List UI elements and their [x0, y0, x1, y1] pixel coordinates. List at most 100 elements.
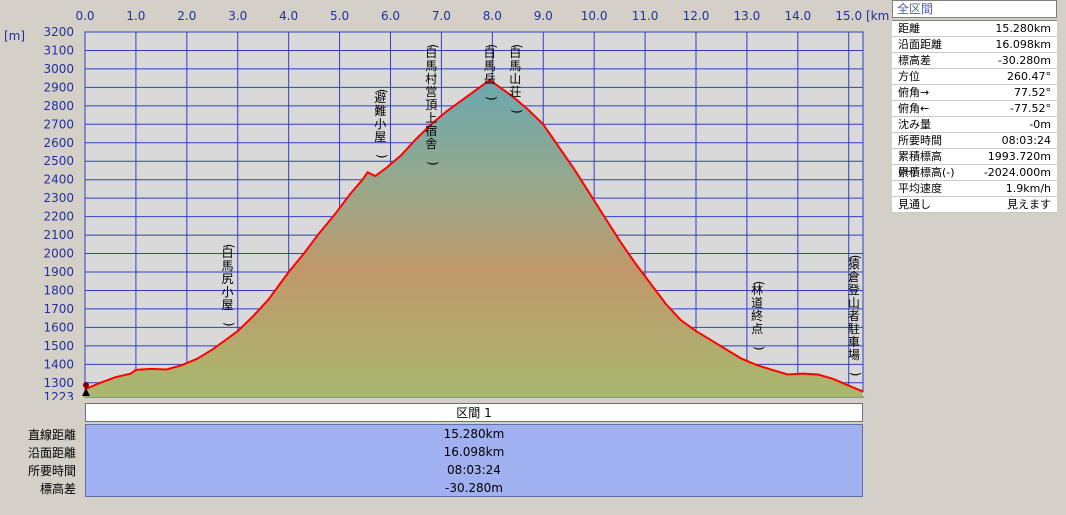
x-tick-label: 0.0	[75, 9, 94, 23]
stats-row: 標高差 -30.280m	[892, 53, 1057, 69]
waypoint-label: (白馬尻小屋)	[222, 244, 237, 327]
x-tick-label: 13.0	[734, 9, 761, 23]
stats-row: 方位 260.47°	[892, 69, 1057, 85]
x-tick-label: 14.0	[784, 9, 811, 23]
elevation-line	[84, 78, 864, 393]
y-unit-label: [m]	[4, 29, 25, 43]
stats-label: 累積標高(-)	[898, 166, 955, 179]
y-tick-label: 2300	[43, 191, 74, 205]
x-tick-label: 4.0	[279, 9, 298, 23]
section-header: 区間 1	[85, 403, 863, 422]
terrain-fill	[85, 80, 863, 397]
stats-value: 1.9km/h	[1005, 182, 1051, 195]
x-tick-label: 12.0	[683, 9, 710, 23]
y-tick-label: 1400	[43, 357, 74, 371]
waypoint-label: (猿倉登山者駐車場)	[848, 255, 863, 377]
y-tick-label: 2600	[43, 136, 74, 150]
stats-row: 累積標高(+) 1993.720m	[892, 149, 1057, 178]
y-tick-label: 2800	[43, 99, 74, 113]
y-tick-label: 1223	[43, 390, 74, 400]
section-labels: 直線距離沿面距離所要時間標高差	[0, 426, 80, 498]
y-tick-label: 1700	[43, 302, 74, 316]
y-tick-label: 2100	[43, 228, 74, 242]
stats-table: 距離 15.280km 沿面距離 16.098km 標高差 -30.280m 方位 260.4…	[892, 20, 1057, 213]
stats-label: 累積標高(+)	[898, 150, 942, 178]
section-values: 15.280km 16.098km 08:03:24 -30.280m	[85, 424, 863, 497]
waypoint-label: (避難小屋)	[374, 89, 389, 159]
x-tick-label: 1.0	[126, 9, 145, 23]
y-tick-label: 1900	[43, 265, 74, 279]
stats-value: 260.47°	[1007, 70, 1051, 83]
waypoint-label: (白馬岳)	[484, 44, 499, 101]
y-tick-label: 2900	[43, 80, 74, 94]
section-label: 標高差	[39, 482, 76, 496]
x-axis-ticks: 0.0 1.0 2.0 3.0 4.0 5.0 6.0 7.0 8.0 9.0 10.0 11.0 12…	[75, 9, 862, 23]
elevation-profile-chart: 0.0 1.0 2.0 3.0 4.0 5.0 6.0 7.0 8.0 9.0 10.0 11.0 12…	[4, 9, 890, 400]
x-tick-label: 6.0	[381, 9, 400, 23]
section-value: 16.098km	[443, 445, 505, 459]
stats-row: 俯角→ 77.52°	[892, 85, 1057, 101]
stats-value: 16.098km	[995, 38, 1051, 51]
x-tick-label: 15.0	[835, 9, 862, 23]
y-tick-label: 3000	[43, 62, 74, 76]
stats-label: 標高差	[898, 54, 931, 67]
stats-label: 距離	[898, 22, 920, 35]
section-value: 15.280km	[443, 427, 505, 441]
stats-value: 08:03:24	[1001, 134, 1051, 147]
stats-row: 距離 15.280km	[892, 21, 1057, 37]
stats-label: 平均速度	[898, 182, 942, 195]
stats-title: 全区間	[892, 0, 1057, 18]
y-tick-label: 1600	[43, 320, 74, 334]
stats-value: -0m	[1029, 118, 1051, 131]
stats-row: 沿面距離 16.098km	[892, 37, 1057, 53]
stats-value: -30.280m	[997, 54, 1051, 67]
stats-panel: 全区間 距離 15.280km 沿面距離 16.098km 標高差 -30.280m 方位 2…	[892, 0, 1057, 213]
stats-row: 俯角← -77.52°	[892, 101, 1057, 117]
stats-value: -77.52°	[1010, 102, 1051, 115]
section-value: -30.280m	[444, 481, 503, 495]
y-axis-ticks: 3200 3100 3000 2900 2800 2700 2600 2500 2400 2300…	[43, 25, 74, 400]
waypoint-label: (白馬山荘)	[509, 44, 524, 114]
x-tick-label: 7.0	[432, 9, 451, 23]
section-value: 08:03:24	[447, 463, 501, 477]
y-tick-label: 2500	[43, 154, 74, 168]
y-tick-label: 3100	[43, 43, 74, 57]
stats-label: 沈み量	[898, 118, 931, 131]
y-tick-label: 2700	[43, 117, 74, 131]
stats-value: 1993.720m	[987, 150, 1051, 163]
stats-row: 平均速度 1.9km/h	[892, 181, 1057, 197]
stats-label: 方位	[898, 70, 920, 83]
stats-row: 所要時間 08:03:24	[892, 133, 1057, 149]
stats-label: 俯角→	[898, 86, 930, 99]
stats-row: 累積標高(-) -2024.000m	[892, 165, 1057, 181]
section-label: 所要時間	[27, 464, 76, 478]
start-marker	[82, 382, 90, 396]
y-tick-label: 1800	[43, 283, 74, 297]
y-tick-label: 2200	[43, 210, 74, 224]
section-label: 沿面距離	[27, 446, 76, 460]
x-unit-label: [km]	[866, 9, 890, 23]
x-tick-label: 5.0	[330, 9, 349, 23]
waypoint-label: (林道終点)	[751, 281, 766, 351]
stats-label: 俯角←	[898, 102, 930, 115]
stats-row: 沈み量 -0m	[892, 117, 1057, 133]
y-tick-label: 2000	[43, 247, 74, 261]
y-tick-label: 2400	[43, 173, 74, 187]
x-tick-label: 3.0	[228, 9, 247, 23]
stats-value: 見えます	[1007, 198, 1051, 211]
x-tick-label: 9.0	[534, 9, 553, 23]
x-tick-label: 2.0	[177, 9, 196, 23]
stats-row: 見通し 見えます	[892, 197, 1057, 213]
stats-value: 77.52°	[1014, 86, 1051, 99]
waypoint-annotations: (白馬尻小屋) (避難小屋) (白馬村営頂上宿舎) (白馬岳) (白馬山荘) (林道終点)…	[222, 44, 863, 376]
section-label: 直線距離	[27, 428, 76, 442]
y-tick-label: 1300	[43, 376, 74, 390]
stats-value: 15.280km	[995, 22, 1051, 35]
waypoint-label: (白馬村営頂上宿舎)	[425, 44, 440, 166]
y-tick-label: 1500	[43, 339, 74, 353]
stats-label: 所要時間	[898, 134, 942, 147]
x-tick-label: 11.0	[632, 9, 659, 23]
stats-label: 沿面距離	[898, 38, 942, 51]
y-tick-label: 3200	[43, 25, 74, 39]
x-tick-label: 8.0	[483, 9, 502, 23]
